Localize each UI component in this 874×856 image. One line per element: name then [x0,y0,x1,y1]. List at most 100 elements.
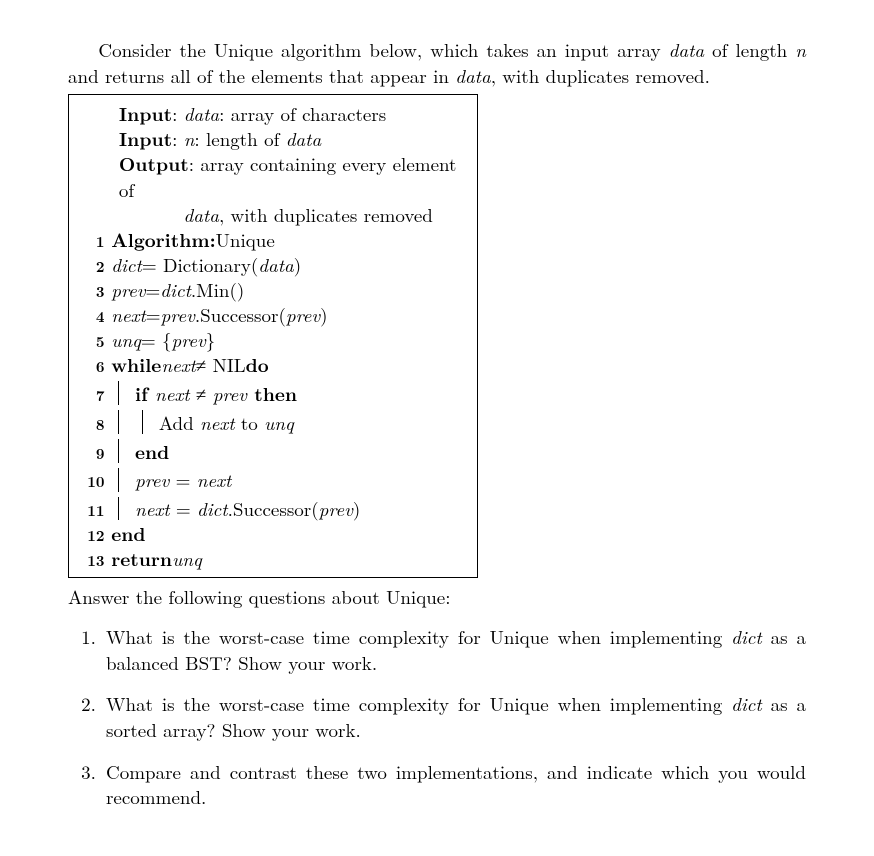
line-number: 11 [79,501,105,521]
var: next [135,495,170,522]
text: ) [320,302,327,327]
input-label: Input [119,124,172,152]
var: data [286,125,321,152]
algo-line-13: 13 return unq [79,546,467,571]
var: next [111,302,146,327]
input-label: Input [119,99,172,127]
var: n [184,125,195,152]
algo-line-8: 8 Add next to unq [79,406,467,435]
page-body: Consider the Unique algorithm below, whi… [0,0,874,856]
intro-paragraph: Consider the Unique algorithm below, whi… [68,37,806,88]
text: .Successor( [228,495,319,522]
text: = { [141,327,172,352]
line-number: 13 [79,551,105,571]
algo-line-11: 11 next = dict.Successor(prev) [79,492,467,521]
output-label: Output [119,149,189,177]
block-bar-icon [142,410,143,434]
output-line: Output: array containing every element o… [79,151,467,201]
text: What is the worst-case time complexity f… [106,690,731,717]
var: next [197,466,232,493]
question-2: What is the worst-case time complexity f… [102,691,806,742]
algo-line-9: 9 end [79,435,467,464]
kw: Algorithm: [111,227,215,252]
output-line-cont: data, with duplicates removed [79,202,467,227]
text: .Successor( [195,302,286,327]
var: dict [197,495,228,522]
kw: if [135,379,155,407]
intro-var-data2: data [455,62,490,89]
input-line-2: Input: n: length of data [79,126,467,151]
line-number: 8 [79,415,105,435]
var: prev [135,466,169,493]
text: ≠ [190,380,213,407]
input-line-1: Input: data: array of characters [79,101,467,126]
text: Compare and contrast these two implement… [106,758,806,811]
question-list: What is the worst-case time complexity f… [68,624,806,810]
text: ) [353,495,360,522]
line-number: 9 [79,444,105,464]
block-bar-icon [118,410,119,434]
kw: return [111,546,172,571]
var: prev [111,277,145,302]
var: prev [171,327,205,352]
var: prev [161,302,195,327]
text: : [172,100,184,127]
block-bar-icon [118,439,119,463]
text: : array of characters [219,100,386,127]
line-number: 4 [79,307,105,327]
var: dict [111,252,142,277]
var: dict [731,690,762,717]
text: ) [294,252,301,277]
question-1: What is the worst-case time complexity f… [102,624,806,675]
var: prev [319,495,353,522]
var: data [184,100,219,127]
var: next [161,352,196,377]
algo-line-1: 1 Algorithm: Unique [79,227,467,252]
kw: end [111,521,145,546]
text: = [169,466,196,493]
kw: while [111,352,161,377]
text: = [146,277,161,302]
line-number: 10 [79,472,105,492]
algo-line-2: 2 dict = Dictionary(data) [79,252,467,277]
block-bar-icon [118,468,119,492]
text: = [170,495,197,522]
line-number: 7 [79,386,105,406]
text: : length of [194,125,285,152]
intro-text: Consider the Unique algorithm below, whi… [98,36,668,63]
follow-paragraph: Answer the following questions about Uni… [68,584,806,610]
var: dict [731,623,762,650]
intro-text: , with duplicates removed. [491,62,710,89]
text: to [235,409,265,436]
text: ≠ NIL [196,352,246,377]
var: next [200,409,235,436]
question-3: Compare and contrast these two implement… [102,759,806,810]
text: : [172,125,184,152]
line-number: 2 [79,257,105,277]
kw: do [246,352,269,377]
kw: then [247,379,297,407]
text: } [206,327,216,352]
var: unq [264,409,294,436]
kw: end [135,439,169,464]
block-bar-icon [118,381,119,405]
intro-text: of length [704,36,795,63]
intro-text: and returns all of the elements that app… [68,62,455,89]
algo-line-3: 3 prev = dict.Min() [79,277,467,302]
algo-line-7: 7 if next ≠ prev then [79,377,467,406]
var: unq [111,327,141,352]
text: Unique [216,227,275,252]
algo-line-4: 4 next = prev.Successor(prev) [79,302,467,327]
text: = Dictionary( [142,252,258,277]
var: unq [172,546,202,571]
text: .Min() [191,277,244,302]
var: next [155,380,190,407]
var: prev [286,302,320,327]
text: , with duplicates removed [219,201,433,228]
var: prev [213,380,247,407]
line-number: 5 [79,332,105,352]
algo-line-12: 12 end [79,521,467,546]
text: What is the worst-case time complexity f… [106,623,731,650]
text: Add [159,409,200,436]
var: data [258,252,293,277]
